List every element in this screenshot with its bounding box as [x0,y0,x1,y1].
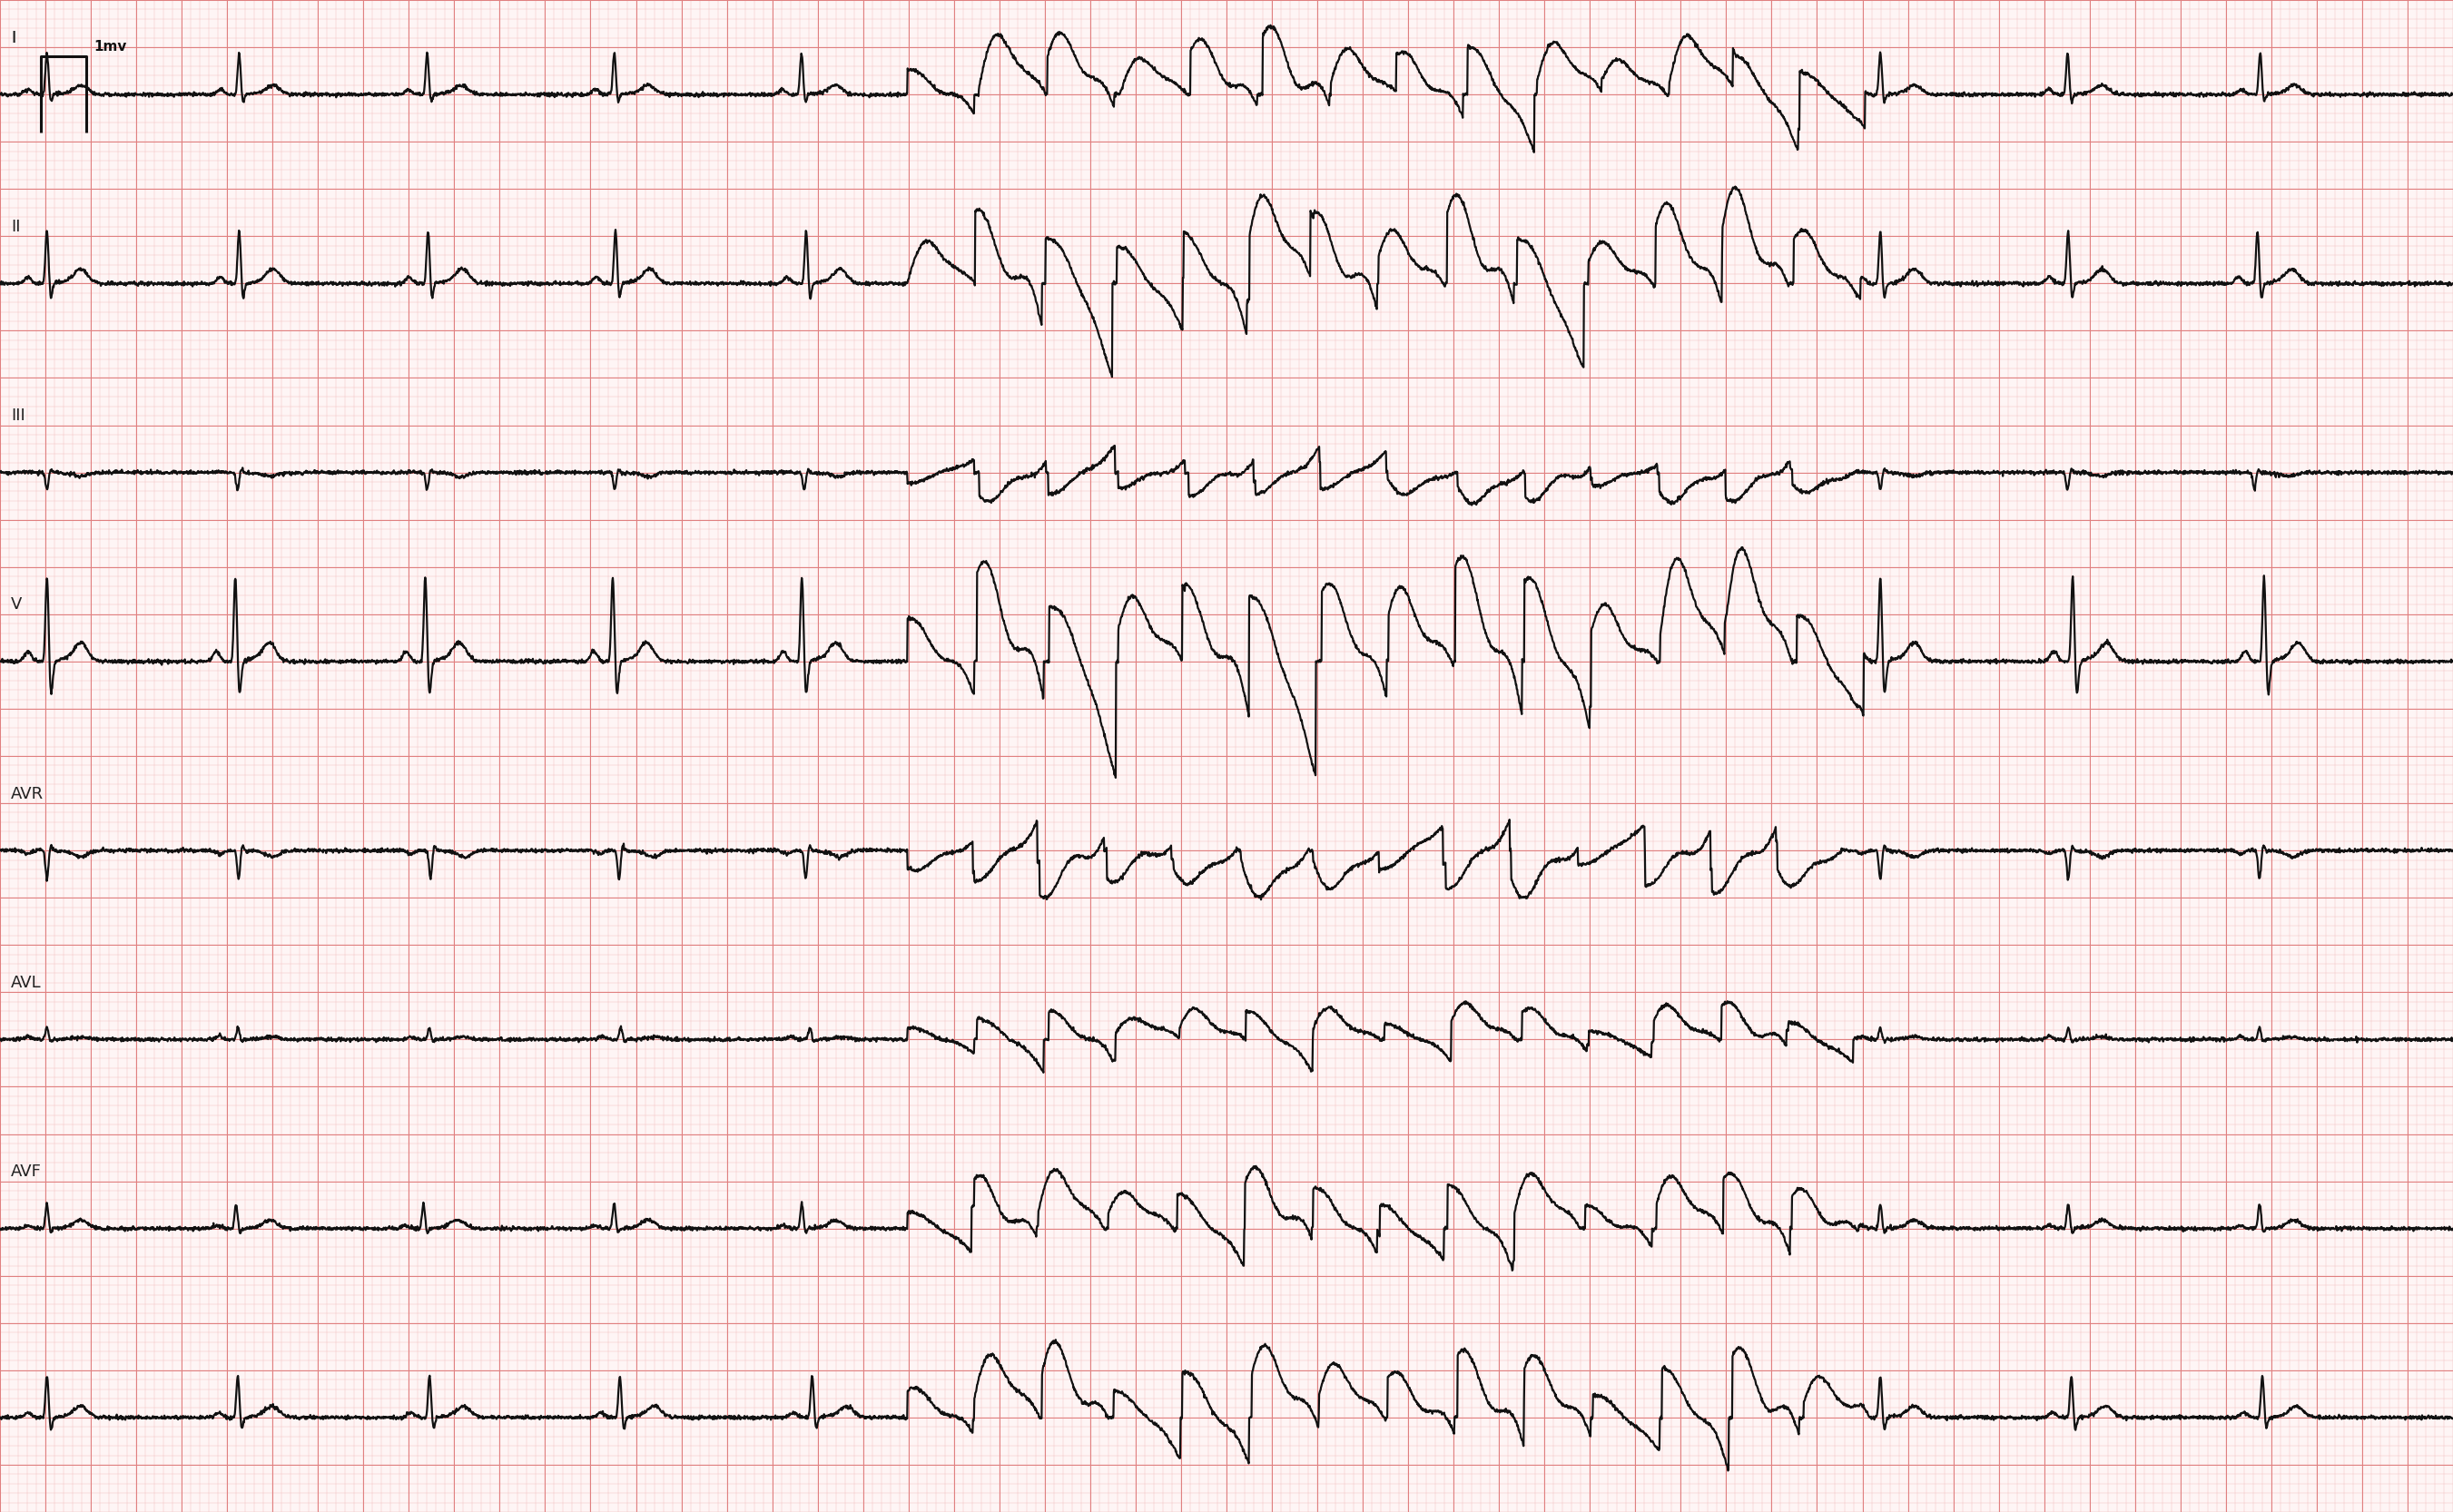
Text: V: V [10,597,22,612]
Text: 1mv: 1mv [93,41,128,54]
Text: AVF: AVF [10,1164,42,1179]
Text: I: I [10,30,15,45]
Text: III: III [10,408,25,423]
Text: I: I [10,30,15,45]
Text: AVR: AVR [10,786,44,801]
Text: AVL: AVL [10,975,42,990]
Text: II: II [10,219,20,234]
